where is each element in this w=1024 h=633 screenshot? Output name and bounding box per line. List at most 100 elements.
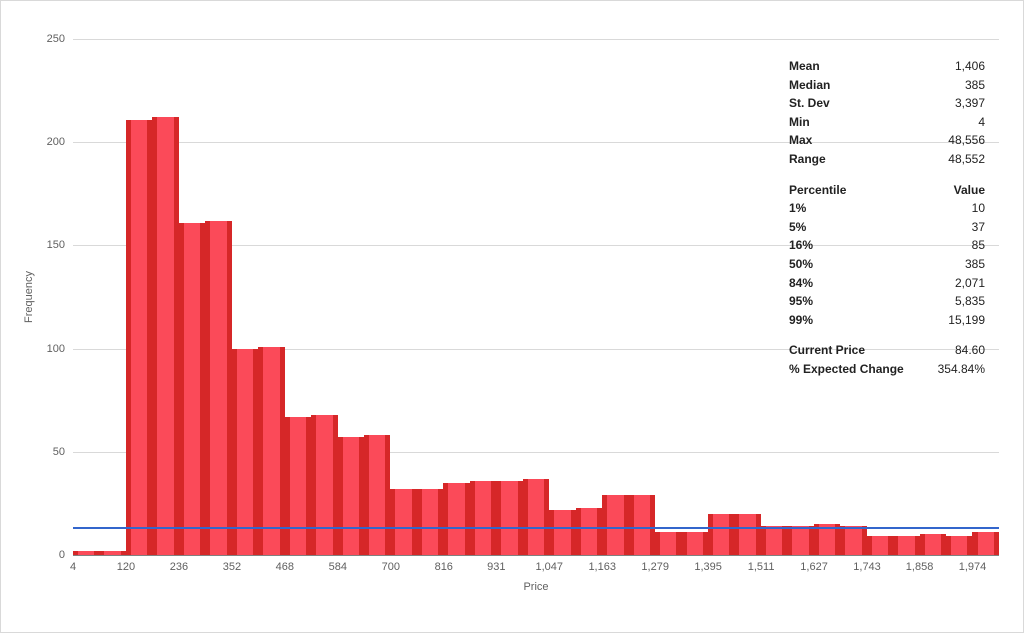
x-tick-label: 120	[117, 555, 135, 573]
x-tick-label: 1,163	[588, 555, 616, 573]
histogram-bar-overlay	[925, 534, 941, 555]
stats-value: 5,835	[955, 292, 985, 311]
stats-row: Max 48,556	[789, 131, 985, 150]
histogram-bar-overlay	[131, 120, 147, 556]
stats-gap	[789, 329, 985, 341]
stats-row: 1%10	[789, 199, 985, 218]
x-tick-label: 4	[70, 555, 76, 573]
x-tick-label: 584	[329, 555, 347, 573]
stats-gap	[789, 169, 985, 181]
stats-row: % Expected Change 354.84%	[789, 360, 985, 379]
stats-row: 84% 2,071	[789, 274, 985, 293]
stats-label: Max	[789, 131, 812, 150]
y-tick-label: 50	[53, 446, 73, 458]
stats-value: 4	[978, 113, 985, 132]
histogram-bar-overlay	[634, 495, 650, 555]
stats-row: Current Price 84.60	[789, 341, 985, 360]
x-tick-label: 1,743	[853, 555, 881, 573]
histogram-bar-overlay	[660, 532, 676, 555]
stats-label: 16%	[789, 236, 813, 255]
histogram-bar-overlay	[78, 551, 94, 555]
x-tick-label: 1,511	[748, 555, 775, 573]
stats-value: 385	[965, 76, 985, 95]
stats-label: Min	[789, 113, 810, 132]
stats-label: 99%	[789, 311, 813, 330]
histogram-bar-overlay	[766, 526, 782, 555]
stats-value: 10	[972, 199, 985, 218]
histogram-bar-overlay	[475, 481, 491, 555]
stats-label: 50%	[789, 255, 813, 274]
histogram-bar-overlay	[210, 221, 226, 555]
stats-value: 15,199	[948, 311, 985, 330]
stats-value: 84.60	[955, 341, 985, 360]
histogram-bar-overlay	[343, 437, 359, 555]
histogram-bar-overlay	[104, 551, 120, 555]
stats-label: 95%	[789, 292, 813, 311]
stats-value: Value	[954, 181, 985, 200]
histogram-bar-overlay	[395, 489, 411, 555]
y-axis-title: Frequency	[23, 271, 35, 323]
reference-line	[73, 527, 999, 529]
stats-row: 99% 15,199	[789, 311, 985, 330]
stats-value: 85	[972, 236, 985, 255]
histogram-bar-overlay	[157, 117, 173, 555]
gridline	[73, 39, 999, 40]
stats-label: % Expected Change	[789, 360, 904, 379]
stats-row: Mean 1,406	[789, 57, 985, 76]
x-tick-label: 468	[276, 555, 294, 573]
stats-label: Percentile	[789, 181, 846, 200]
stats-label: Range	[789, 150, 826, 169]
histogram-bar-overlay	[978, 532, 994, 555]
stats-row: 16% 85	[789, 236, 985, 255]
chart-frame: 0501001502002504120236352468584700816931…	[0, 0, 1024, 633]
x-tick-label: 931	[487, 555, 505, 573]
x-tick-label: 352	[223, 555, 241, 573]
histogram-bar-overlay	[607, 495, 623, 555]
histogram-bar-overlay	[422, 489, 438, 555]
stats-value: 2,071	[955, 274, 985, 293]
stats-row: Percentile Value	[789, 181, 985, 200]
histogram-bar-overlay	[554, 510, 570, 555]
histogram-bar-overlay	[739, 514, 755, 555]
histogram-bar-overlay	[369, 435, 385, 555]
stats-label: Median	[789, 76, 830, 95]
x-tick-label: 1,858	[906, 555, 934, 573]
x-tick-label: 1,974	[959, 555, 987, 573]
stats-value: 48,556	[948, 131, 985, 150]
stats-label: Current Price	[789, 341, 865, 360]
histogram-bar-overlay	[263, 347, 279, 555]
x-tick-label: 1,279	[641, 555, 669, 573]
stats-value: 3,397	[955, 94, 985, 113]
stats-row: Min 4	[789, 113, 985, 132]
stats-row: Median 385	[789, 76, 985, 95]
stats-value: 1,406	[955, 57, 985, 76]
histogram-bar-overlay	[528, 479, 544, 555]
stats-label: 5%	[789, 218, 806, 237]
stats-row: 50%385	[789, 255, 985, 274]
y-tick-label: 250	[47, 33, 73, 45]
histogram-bar-overlay	[845, 526, 861, 555]
stats-row: Range48,552	[789, 150, 985, 169]
histogram-bar-overlay	[951, 536, 967, 555]
histogram-bar-overlay	[687, 532, 703, 555]
x-axis-title: Price	[523, 581, 548, 593]
x-tick-label: 1,627	[800, 555, 828, 573]
x-tick-label: 1,395	[694, 555, 722, 573]
stats-label: Mean	[789, 57, 820, 76]
histogram-bar-overlay	[581, 508, 597, 555]
stats-row: 5% 37	[789, 218, 985, 237]
x-tick-label: 1,047	[535, 555, 563, 573]
stats-value: 354.84%	[938, 360, 985, 379]
stats-label: St. Dev	[789, 94, 830, 113]
stats-table: Mean 1,406 Median 385 St. Dev 3,397 Min 4 Max 48,…	[789, 57, 985, 379]
y-tick-label: 100	[47, 343, 73, 355]
histogram-bar-overlay	[713, 514, 729, 555]
stats-label: 84%	[789, 274, 813, 293]
histogram-bar-overlay	[872, 536, 888, 555]
histogram-bar-overlay	[792, 526, 808, 555]
histogram-bar-overlay	[316, 415, 332, 555]
stats-value: 37	[972, 218, 985, 237]
y-tick-label: 200	[47, 136, 73, 148]
stats-row: 95% 5,835	[789, 292, 985, 311]
x-tick-label: 816	[435, 555, 453, 573]
